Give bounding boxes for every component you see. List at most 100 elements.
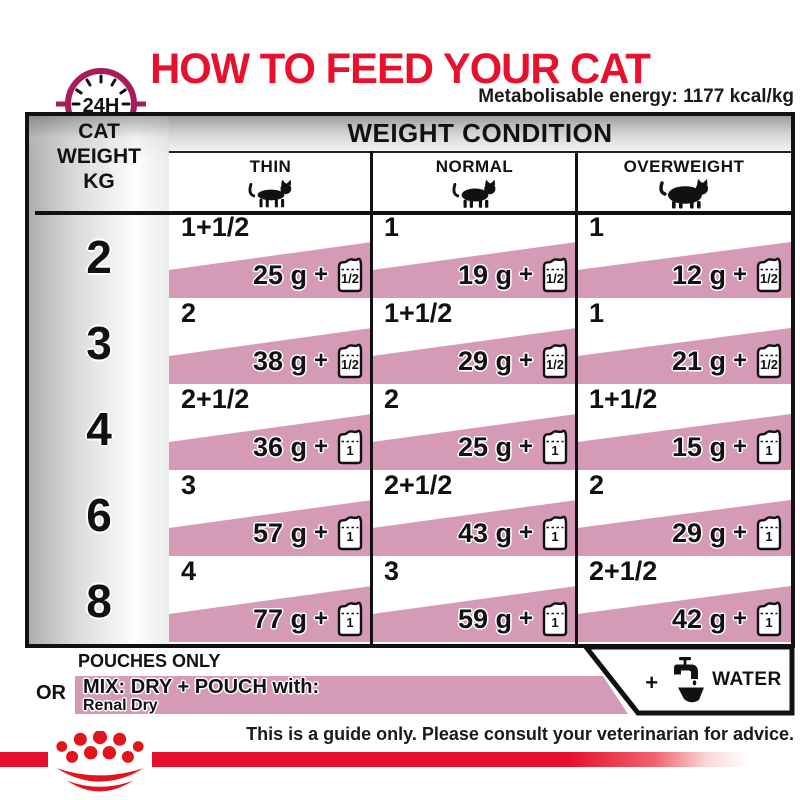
mix-amount: 12 g + 1/2	[672, 256, 784, 294]
cat-weight-value: 8	[86, 575, 112, 627]
feeding-cell: 3 57 g + 1	[169, 470, 372, 558]
mix-amount: 29 g + 1/2	[458, 342, 570, 380]
pouch-count: 2	[589, 470, 605, 500]
condition-normal: NORMAL	[372, 151, 577, 211]
pouch-icon: 1	[754, 600, 784, 638]
cat-weight-kg-label: CAT WEIGHT KG	[57, 120, 141, 193]
plus-sign: +	[518, 519, 533, 546]
pouch-count: 2+1/2	[384, 470, 453, 500]
feeding-cell: 2 29 g + 1	[577, 470, 791, 558]
plus-sign: +	[732, 605, 747, 632]
dry-grams: 77 g	[252, 603, 307, 634]
feeding-cell: 2+1/2 43 g + 1	[372, 470, 577, 558]
condition-thin: THIN	[169, 151, 372, 211]
faucet-icon	[674, 656, 705, 702]
pouch-fraction: 1	[551, 529, 559, 544]
dry-grams: 29 g	[457, 345, 512, 376]
red-accent-bar-right	[152, 752, 750, 767]
feeding-cell: 2 38 g + 1/2	[169, 298, 372, 386]
mix-amount: 77 g + 1	[253, 600, 365, 638]
subheader-divider	[35, 211, 791, 215]
plus-sign: +	[313, 433, 328, 460]
plus-sign: +	[313, 605, 328, 632]
pouch-count: 1	[384, 212, 400, 242]
pouch-fraction: 1	[551, 443, 559, 458]
plus-sign: +	[313, 519, 328, 546]
feeding-cell: 1 12 g + 1/2	[577, 212, 791, 300]
dry-grams: 59 g	[457, 603, 512, 634]
mix-amount: 29 g + 1	[672, 514, 784, 552]
column-divider	[575, 151, 578, 644]
feeding-cell: 2 25 g + 1	[372, 384, 577, 472]
pouch-fraction: 1	[346, 615, 354, 630]
pouch-count: 1	[589, 298, 605, 328]
cat-weight-value: 3	[86, 317, 112, 369]
mix-amount: 57 g + 1	[253, 514, 365, 552]
feeding-cell: 1+1/2 25 g + 1/2	[169, 212, 372, 300]
feeding-cell: 1 19 g + 1/2	[372, 212, 577, 300]
dry-grams: 42 g	[671, 603, 726, 634]
pouch-icon: 1	[540, 514, 570, 552]
overweight-cat-icon	[659, 179, 708, 209]
plus-sign: +	[518, 433, 533, 460]
pouch-icon: 1/2	[540, 256, 570, 294]
pouch-count: 3	[181, 470, 197, 500]
dry-grams: 12 g	[671, 259, 726, 290]
header-divider	[169, 151, 791, 153]
feeding-cell: 3 59 g + 1	[372, 556, 577, 644]
water-label: WATER	[712, 669, 782, 690]
pouch-fraction: 1	[346, 529, 354, 544]
or-label: OR	[36, 682, 66, 704]
mix-instruction: MIX: DRY + POUCH with:	[83, 676, 320, 698]
dry-grams: 43 g	[457, 517, 512, 548]
red-accent-bar-left	[0, 752, 48, 767]
mix-amount: 59 g + 1	[458, 600, 570, 638]
pouch-fraction: 1/2	[545, 271, 565, 286]
feeding-cell: 2+1/2 42 g + 1	[577, 556, 791, 644]
plus-sign: +	[732, 347, 747, 374]
pouch-icon: 1	[540, 600, 570, 638]
plus-sign: +	[732, 261, 747, 288]
water-badge: + WATER	[580, 644, 795, 716]
weight-column-background	[29, 116, 169, 644]
weight-condition-label: WEIGHT CONDITION	[347, 118, 613, 148]
pouch-fraction: 1	[765, 443, 773, 458]
pouch-icon: 1	[335, 428, 365, 466]
feeding-cell: 1+1/2 29 g + 1/2	[372, 298, 577, 386]
pouch-count: 2	[181, 298, 197, 328]
dry-grams: 25 g	[457, 431, 512, 462]
mix-amount: 38 g + 1/2	[253, 342, 365, 380]
cat-weight-value: 4	[86, 403, 112, 455]
dry-grams: 57 g	[252, 517, 307, 548]
mix-amount: 15 g + 1	[672, 428, 784, 466]
normal-cat-icon	[451, 179, 495, 208]
cat-weight-value: 2	[86, 231, 112, 283]
pouch-count: 4	[181, 556, 197, 586]
mix-amount: 19 g + 1/2	[458, 256, 570, 294]
feeding-cell: 2+1/2 36 g + 1	[169, 384, 372, 472]
column-divider	[370, 151, 373, 644]
energy-note: Metabolisable energy: 1177 kcal/kg	[478, 86, 794, 107]
pouch-fraction: 1	[346, 443, 354, 458]
condition-subheader: THIN NORMAL OVERWEIGHT	[169, 151, 791, 211]
pouch-fraction: 1	[765, 529, 773, 544]
pouch-icon: 1	[540, 428, 570, 466]
page-title: HOW TO FEED YOUR CAT	[150, 44, 651, 93]
mix-amount: 43 g + 1	[458, 514, 570, 552]
cat-weight-value: 6	[86, 489, 112, 541]
pouch-icon: 1	[335, 600, 365, 638]
pouch-fraction: 1	[765, 615, 773, 630]
dry-grams: 15 g	[671, 431, 726, 462]
plus-sign: +	[732, 519, 747, 546]
condition-overweight: OVERWEIGHT	[577, 151, 791, 211]
mix-product: Renal Dry	[83, 697, 158, 714]
dry-grams: 19 g	[457, 259, 512, 290]
pouch-count: 2	[384, 384, 400, 414]
pouch-fraction: 1/2	[759, 271, 779, 286]
dry-grams: 25 g	[252, 259, 307, 290]
pouch-count: 2+1/2	[589, 556, 658, 586]
pouch-count: 2+1/2	[181, 384, 250, 414]
pouch-count: 1+1/2	[384, 298, 453, 328]
feeding-cell: 4 77 g + 1	[169, 556, 372, 644]
pouch-count: 1+1/2	[181, 212, 250, 242]
